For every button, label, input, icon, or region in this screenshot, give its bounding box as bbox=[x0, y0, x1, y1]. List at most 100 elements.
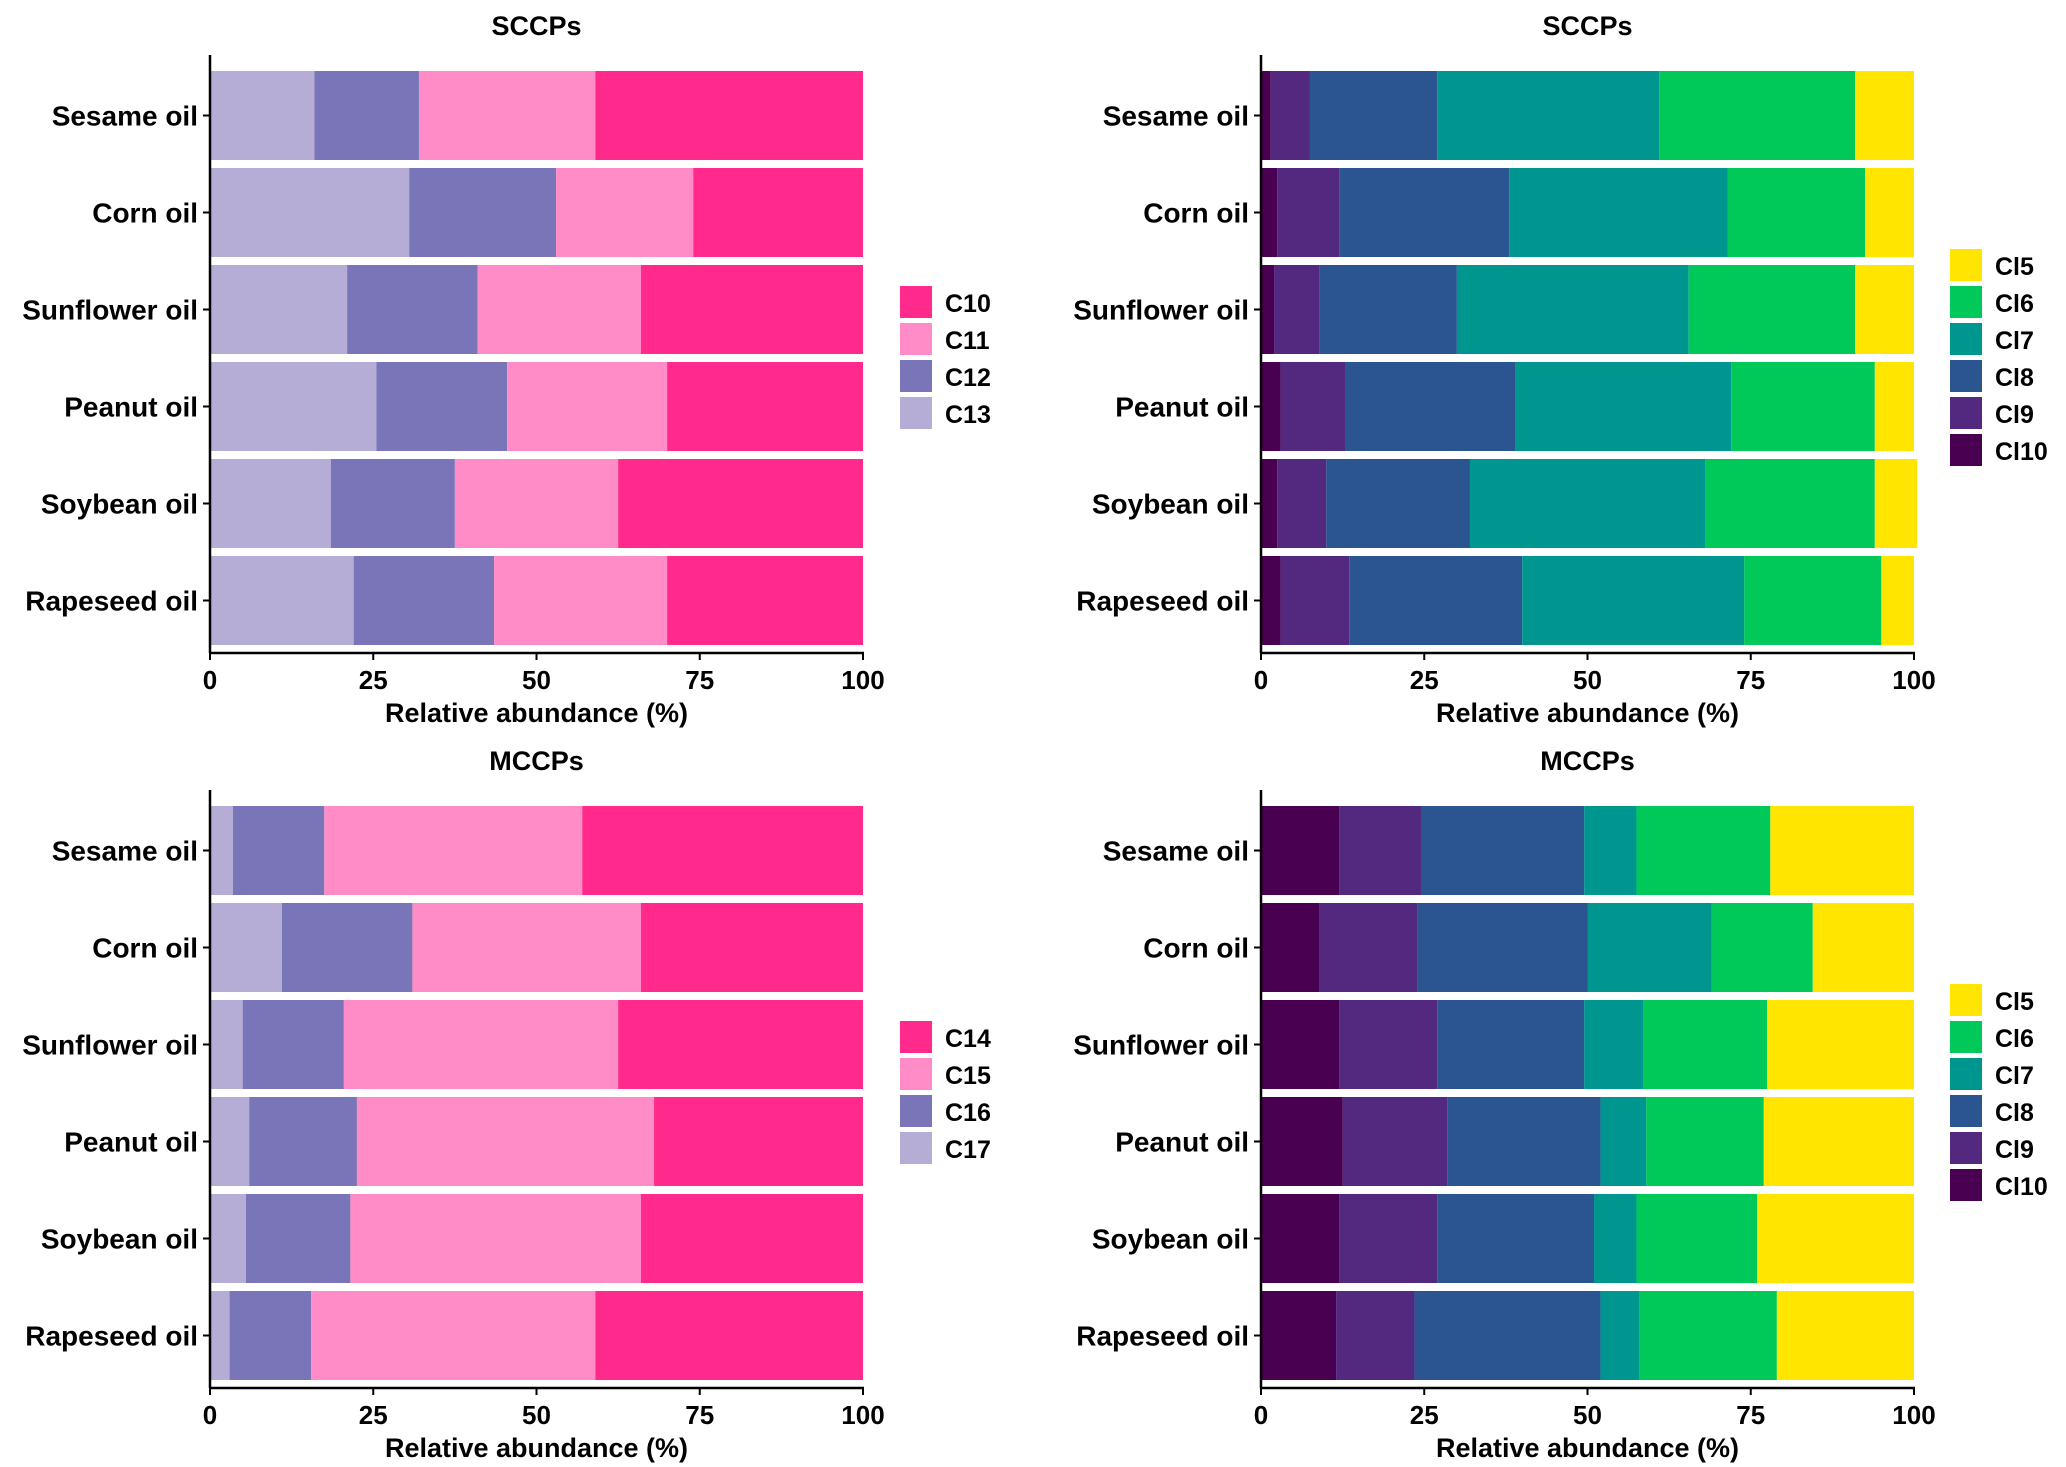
bar-segment-cl7 bbox=[1600, 1291, 1640, 1380]
x-tick-label: 25 bbox=[359, 665, 388, 695]
legend-label: C17 bbox=[945, 1136, 991, 1164]
legend-label: Cl8 bbox=[1995, 1099, 2034, 1127]
x-tick-label: 75 bbox=[685, 665, 714, 695]
legend-swatch-cl10 bbox=[1950, 434, 1982, 466]
bar-segment-c11 bbox=[454, 459, 619, 548]
bar-segment-c17 bbox=[210, 1291, 230, 1380]
bar-segment-cl10 bbox=[1261, 806, 1340, 895]
bar-segment-cl10 bbox=[1261, 71, 1271, 160]
legend-label: C11 bbox=[945, 327, 990, 355]
chart-panel-3: MCCPs Sesame oil Corn oil Sunflower oil Pean… bbox=[22, 746, 991, 1463]
bar-segment-cl10 bbox=[1261, 1097, 1343, 1186]
x-tick-label: 0 bbox=[203, 665, 217, 695]
category-label: Sunflower oil bbox=[1073, 295, 1249, 326]
legend-swatch-cl7 bbox=[1950, 323, 1982, 355]
bar-segment-c11 bbox=[556, 168, 694, 257]
bar-segment-cl9 bbox=[1319, 903, 1418, 992]
x-tick-label: 0 bbox=[1254, 1400, 1268, 1430]
category-label: Rapeseed oil bbox=[25, 586, 198, 617]
legend-swatch-cl8 bbox=[1950, 1095, 1982, 1127]
x-tick-label: 25 bbox=[1410, 1400, 1439, 1430]
bar-segment-cl9 bbox=[1280, 362, 1346, 451]
legend-swatch-cl9 bbox=[1950, 397, 1982, 429]
category-label: Sunflower oil bbox=[22, 295, 198, 326]
category-label: Peanut oil bbox=[64, 1127, 198, 1158]
bar-segment-cl5 bbox=[1855, 71, 1914, 160]
bar-segment-c16 bbox=[229, 1291, 312, 1380]
x-axis-title: Relative abundance (%) bbox=[385, 698, 688, 728]
legend-swatch-cl5 bbox=[1950, 984, 1982, 1016]
bar-segment-c12 bbox=[330, 459, 455, 548]
bar-segment-cl5 bbox=[1865, 168, 1914, 257]
bar-segment-c11 bbox=[507, 362, 668, 451]
x-tick-label: 0 bbox=[1254, 665, 1268, 695]
legend-swatch-c13 bbox=[900, 397, 932, 429]
legend-swatch-cl5 bbox=[1950, 249, 1982, 281]
bar-segment-cl10 bbox=[1261, 265, 1275, 354]
legend-swatch-c12 bbox=[900, 360, 932, 392]
chart-title: MCCPs bbox=[1540, 746, 1635, 776]
bar-segment-cl5 bbox=[1881, 556, 1914, 645]
legend-swatch-cl7 bbox=[1950, 1058, 1982, 1090]
x-tick-label: 75 bbox=[1736, 1400, 1765, 1430]
bar-segment-cl5 bbox=[1874, 362, 1914, 451]
category-label: Rapeseed oil bbox=[25, 1321, 198, 1352]
bar-segment-c10 bbox=[618, 459, 863, 548]
category-label: Rapeseed oil bbox=[1076, 1321, 1249, 1352]
chart-title: SCCPs bbox=[1542, 11, 1632, 41]
x-tick-label: 0 bbox=[203, 1400, 217, 1430]
bar-segment-cl9 bbox=[1277, 459, 1327, 548]
bar-segment-cl10 bbox=[1261, 556, 1281, 645]
bar-segment-cl9 bbox=[1277, 168, 1340, 257]
legend-label: Cl5 bbox=[1995, 988, 2034, 1016]
bar-segment-cl8 bbox=[1414, 1291, 1601, 1380]
bar-segment-cl7 bbox=[1600, 1097, 1647, 1186]
category-label: Sunflower oil bbox=[22, 1030, 198, 1061]
bar-segment-cl9 bbox=[1336, 1291, 1415, 1380]
legend: C14 C15 C16 C17 bbox=[900, 1021, 991, 1164]
legend-label: Cl7 bbox=[1995, 1062, 2034, 1090]
bar-segment-cl8 bbox=[1437, 1194, 1595, 1283]
legend-label: C15 bbox=[945, 1062, 991, 1090]
bar-segment-cl5 bbox=[1874, 459, 1918, 548]
x-axis-title: Relative abundance (%) bbox=[1436, 698, 1739, 728]
legend-label: Cl10 bbox=[1995, 1173, 2048, 1201]
bar-segment-cl6 bbox=[1727, 168, 1866, 257]
bar-segment-cl5 bbox=[1855, 265, 1914, 354]
bar-segment-cl7 bbox=[1584, 1000, 1644, 1089]
bar-segment-cl9 bbox=[1274, 265, 1320, 354]
category-label: Peanut oil bbox=[1115, 392, 1249, 423]
bar-segment-cl10 bbox=[1261, 362, 1281, 451]
bar-segment-cl7 bbox=[1515, 362, 1732, 451]
legend-label: Cl6 bbox=[1995, 290, 2034, 318]
category-label: Soybean oil bbox=[41, 489, 198, 520]
bar-segment-cl8 bbox=[1345, 362, 1516, 451]
x-tick-label: 100 bbox=[1892, 1400, 1935, 1430]
bar-segment-c16 bbox=[281, 903, 413, 992]
legend-label: Cl9 bbox=[1995, 1136, 2034, 1164]
bar-segment-c13 bbox=[210, 265, 348, 354]
bar-segment-cl9 bbox=[1339, 1000, 1438, 1089]
bar-segment-cl10 bbox=[1261, 459, 1278, 548]
bar-segment-cl5 bbox=[1770, 806, 1914, 895]
legend-swatch-c15 bbox=[900, 1058, 932, 1090]
chart-panel-4: MCCPs Sesame oil Corn oil Sunflower oil Pean… bbox=[1073, 746, 2048, 1463]
bar-segment-c13 bbox=[210, 362, 377, 451]
bar-segment-cl7 bbox=[1587, 903, 1712, 992]
bar-segment-cl9 bbox=[1342, 1097, 1448, 1186]
bar-segment-c14 bbox=[595, 1291, 863, 1380]
x-tick-label: 50 bbox=[1573, 665, 1602, 695]
legend-swatch-cl8 bbox=[1950, 360, 1982, 392]
x-tick-label: 50 bbox=[1573, 1400, 1602, 1430]
bar-segment-c10 bbox=[693, 168, 863, 257]
bar-segment-cl7 bbox=[1469, 459, 1706, 548]
legend-swatch-cl10 bbox=[1950, 1169, 1982, 1201]
bar-segment-c14 bbox=[654, 1097, 863, 1186]
category-label: Peanut oil bbox=[1115, 1127, 1249, 1158]
legend-label: C13 bbox=[945, 401, 991, 429]
bar-segment-c14 bbox=[582, 806, 863, 895]
legend-swatch-cl9 bbox=[1950, 1132, 1982, 1164]
bar-segment-cl5 bbox=[1812, 903, 1914, 992]
category-label: Peanut oil bbox=[64, 392, 198, 423]
